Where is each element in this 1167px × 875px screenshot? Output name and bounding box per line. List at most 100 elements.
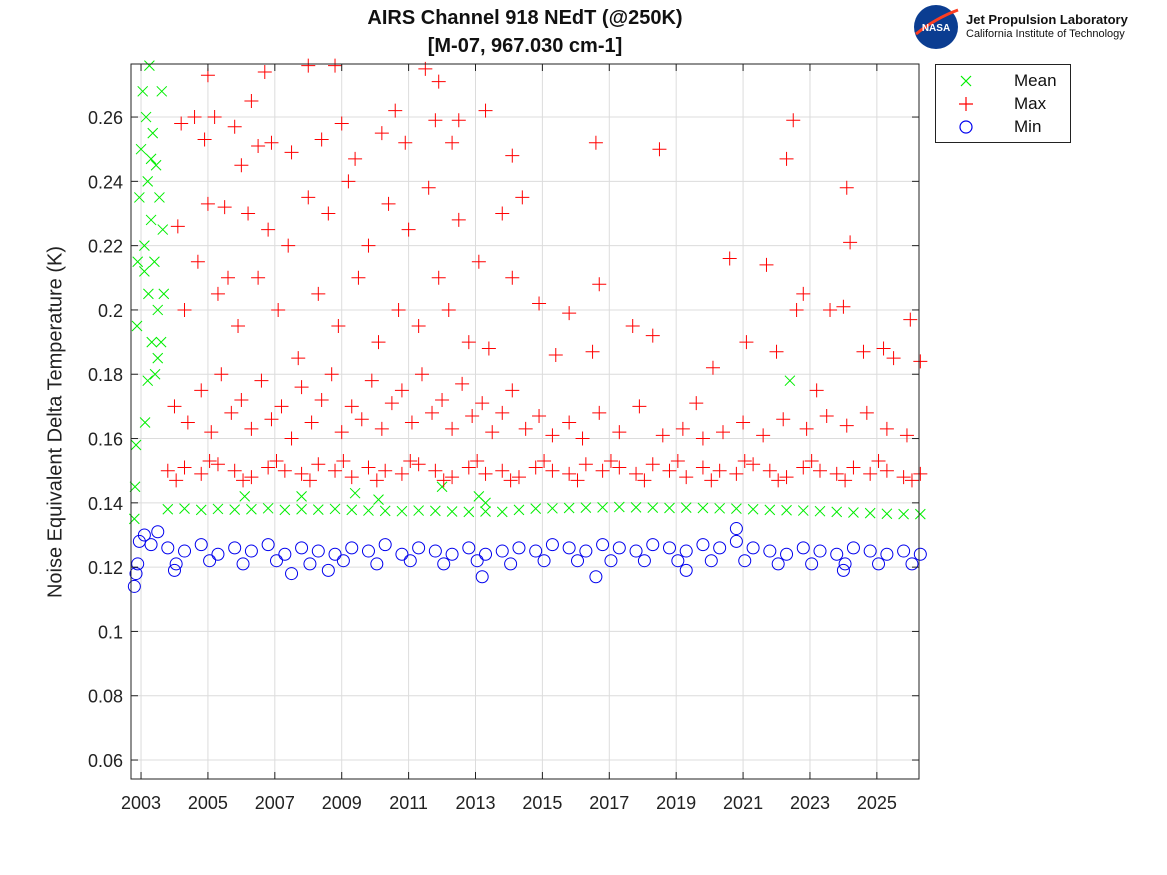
data-point-max <box>344 399 359 414</box>
data-point-min <box>131 557 145 571</box>
data-point-max <box>311 286 326 301</box>
data-point-min <box>537 554 551 568</box>
data-point-max <box>478 466 493 481</box>
data-point-min <box>805 557 819 571</box>
data-point-max <box>712 463 727 478</box>
data-point-max <box>445 421 460 436</box>
data-point-max <box>336 454 351 469</box>
data-point-max <box>314 132 329 147</box>
data-point-max <box>886 351 901 366</box>
data-point-min <box>830 547 844 561</box>
data-point-min <box>604 554 618 568</box>
series-min <box>127 522 927 593</box>
data-point-max <box>202 454 217 469</box>
data-point-max <box>294 466 309 481</box>
data-point-mean <box>146 336 158 348</box>
data-point-mean <box>131 320 143 332</box>
data-point-max <box>465 409 480 424</box>
data-point-max <box>294 380 309 395</box>
data-point-max <box>595 463 610 478</box>
data-point-max <box>629 466 644 481</box>
data-point-max <box>532 296 547 311</box>
data-point-max <box>588 135 603 150</box>
x-tick-label: 2005 <box>188 793 228 813</box>
data-point-min <box>838 557 852 571</box>
data-point-max <box>528 460 543 475</box>
data-point-mean <box>349 487 361 499</box>
data-point-mean <box>155 336 167 348</box>
data-point-min <box>428 544 442 558</box>
data-point-max <box>746 457 761 472</box>
data-point-max <box>431 270 446 285</box>
data-point-max <box>261 460 276 475</box>
data-point-max <box>796 286 811 301</box>
data-point-max <box>435 392 450 407</box>
data-point-min <box>194 538 208 552</box>
data-point-max <box>575 431 590 446</box>
data-point-min <box>378 538 392 552</box>
data-point-max <box>174 116 189 131</box>
data-point-min <box>713 541 727 555</box>
data-point-min <box>345 541 359 555</box>
data-point-mean <box>496 506 508 518</box>
data-point-max <box>194 383 209 398</box>
data-point-max <box>277 463 292 478</box>
data-point-max <box>227 119 242 134</box>
data-point-max <box>729 466 744 481</box>
data-point-max <box>411 457 426 472</box>
data-point-max <box>411 319 426 334</box>
data-point-min <box>589 570 603 584</box>
series-max <box>160 58 928 488</box>
x-tick-label: 2011 <box>389 793 428 813</box>
data-point-max <box>896 470 911 485</box>
y-tick-label: 0.26 <box>88 108 123 128</box>
data-point-max <box>200 196 215 211</box>
data-point-min <box>696 538 710 552</box>
data-point-max <box>441 302 456 317</box>
data-point-max <box>244 421 259 436</box>
data-point-max <box>451 113 466 128</box>
data-point-min <box>637 554 651 568</box>
data-point-max <box>284 431 299 446</box>
data-point-max <box>361 460 376 475</box>
data-point-max <box>859 405 874 420</box>
y-tick-label: 0.14 <box>88 494 123 514</box>
data-point-min <box>303 557 317 571</box>
legend-label: Max <box>1014 94 1047 113</box>
logo-org: Jet Propulsion Laboratory <box>966 12 1128 27</box>
data-point-min <box>311 544 325 558</box>
data-point-max <box>548 347 563 362</box>
data-point-min <box>169 557 183 571</box>
data-point-max <box>771 473 786 488</box>
data-point-max <box>562 415 577 430</box>
data-point-max <box>177 302 192 317</box>
data-point-max <box>257 65 272 80</box>
data-point-mean <box>797 505 809 516</box>
data-point-min <box>462 541 476 555</box>
nasa-logo-text: NASA <box>922 23 950 34</box>
data-point-min <box>361 544 375 558</box>
data-point-max <box>301 58 316 73</box>
data-point-mean <box>130 439 142 451</box>
data-point-max <box>545 428 560 443</box>
data-point-max <box>562 306 577 321</box>
data-point-min <box>629 544 643 558</box>
data-point-mean <box>463 506 475 518</box>
data-point-mean <box>848 507 859 518</box>
data-point-max <box>762 463 777 478</box>
data-point-max <box>722 251 737 266</box>
data-point-max <box>251 270 266 285</box>
data-point-mean <box>179 503 190 514</box>
data-point-max <box>241 206 256 221</box>
data-point-max <box>562 466 577 481</box>
data-point-max <box>304 415 319 430</box>
data-point-min <box>662 541 676 555</box>
data-point-mean <box>158 288 170 300</box>
data-point-mean <box>142 175 154 187</box>
data-point-max <box>217 200 232 215</box>
data-point-max <box>756 428 771 443</box>
data-point-min <box>729 522 743 536</box>
data-point-max <box>190 254 205 269</box>
legend-item-max: Max <box>936 93 1070 115</box>
data-point-max <box>819 409 834 424</box>
